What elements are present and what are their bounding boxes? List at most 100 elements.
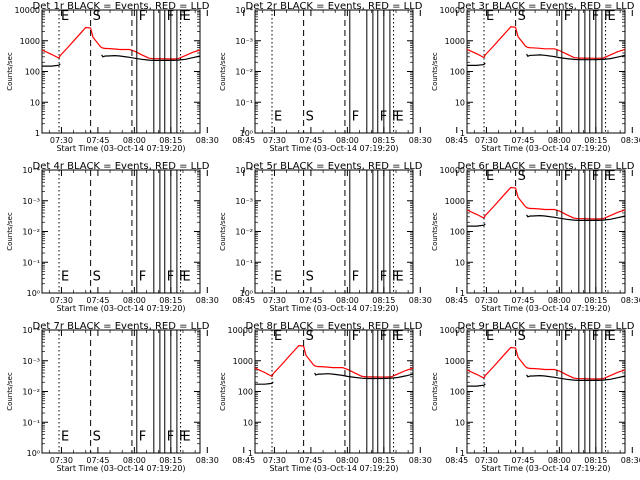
x-tick-label: 08:30 [196,136,219,145]
y-axis-label: Counts/sec [431,212,439,251]
y-tick-label: 10⁻¹ [235,258,253,267]
y-tick-label: 1000 [233,357,253,366]
marker-label: E [274,329,282,344]
x-tick-label: 08:45 [232,456,255,465]
marker-label: F [352,110,359,125]
y-axis-label: Counts/sec [6,52,14,91]
x-axis-label: Start Time (03-Oct-14 07:19:20) [269,304,398,313]
marker-label: S [518,169,526,184]
plot-frame [254,329,414,454]
x-tick-label: 08:15 [159,136,182,145]
x-tick-label: 07:45 [86,456,109,465]
y-tick-label: 10000 [15,6,40,15]
x-tick-label: 07:45 [511,136,534,145]
plot-frame [466,9,626,134]
x-tick-label: 07:30 [50,136,73,145]
y-tick-label: 10000 [440,326,465,335]
x-tick-label: 08:30 [409,456,432,465]
marker-label: F [352,270,359,285]
marker-label: E [608,9,616,24]
x-tick-label: 08:00 [123,456,146,465]
y-tick-label: 10⁻³ [22,197,40,206]
marker-label: F [139,9,146,24]
x-tick-label: 07:45 [86,136,109,145]
panel-title: Det 8r BLACK = Events, RED = LLD [246,321,423,332]
x-tick-label: 07:30 [50,456,73,465]
y-tick-label: 10⁰ [240,289,253,298]
y-tick-label: 10 [455,418,465,427]
x-tick-label: 08:30 [196,296,219,305]
panel-det-3: Det 3r BLACK = Events, RED = LLD 1 10 100 10… [431,1,640,153]
lld-series-line [466,346,626,380]
y-tick-label: 10 [30,98,40,107]
marker-label: E [486,169,494,184]
marker-label: F [564,329,571,344]
lld-series-line [466,26,626,59]
y-tick-label: 10⁻⁴ [22,166,40,175]
events-series-line [42,54,201,67]
y-tick-label: 1000 [445,37,465,46]
y-tick-label: 1000 [445,197,465,206]
x-tick-label: 07:30 [475,296,498,305]
y-tick-label: 10 [455,258,465,267]
x-tick-label: 08:30 [409,296,432,305]
x-tick-label: 07:45 [299,456,322,465]
y-axis-label: Counts/sec [6,372,14,411]
x-tick-label: 08:15 [584,136,607,145]
y-tick-label: 10⁻² [235,228,253,237]
x-tick-label: 07:45 [511,456,534,465]
y-tick-label: 1 [35,129,40,138]
marker-label: S [93,430,101,445]
x-tick-label: 08:30 [621,456,640,465]
marker-label: S [93,270,101,285]
marker-label: E [61,9,69,24]
panel-det-1: Det 1r BLACK = Events, RED = LLD 1 10 100 10… [6,1,255,153]
y-tick-label: 10⁻⁴ [235,6,253,15]
y-tick-label: 10 [455,98,465,107]
y-tick-label: 10⁻² [235,68,253,77]
marker-label: F [604,329,611,344]
y-tick-label: 100 [238,388,253,397]
events-series-line [467,374,626,387]
lld-series-line [41,26,201,60]
x-tick-label: 08:00 [548,296,571,305]
plot-frame [466,329,626,454]
x-tick-label: 08:00 [123,136,146,145]
y-tick-label: 10⁰ [27,289,40,298]
x-tick-label: 08:15 [372,136,395,145]
x-tick-label: 08:45 [232,296,255,305]
marker-label: S [518,329,526,344]
events-series-line [467,53,626,66]
y-axis-label: Counts/sec [431,52,439,91]
x-axis-label: Start Time (03-Oct-14 07:19:20) [481,144,610,153]
lld-series-line [466,186,626,220]
panel-det-8: Det 8r BLACK = Events, RED = LLD 1 10 100 10… [219,321,468,473]
plot-frame [466,169,626,294]
x-tick-label: 07:45 [86,296,109,305]
x-tick-label: 07:45 [299,136,322,145]
x-tick-label: 07:30 [263,136,286,145]
x-tick-label: 08:30 [409,136,432,145]
marker-label: F [352,329,359,344]
x-tick-label: 08:45 [232,136,255,145]
marker-label: S [306,329,314,344]
marker-label: F [179,9,186,24]
panel-title: Det 1r BLACK = Events, RED = LLD [33,1,210,12]
y-tick-label: 10⁻² [22,388,40,397]
marker-label: E [396,329,404,344]
x-tick-label: 08:15 [584,456,607,465]
x-axis-label: Start Time (03-Oct-14 07:19:20) [269,144,398,153]
y-tick-label: 10⁰ [240,129,253,138]
marker-label: E [61,430,69,445]
y-tick-label: 1 [248,449,253,458]
marker-label: E [608,329,616,344]
x-tick-label: 08:30 [621,296,640,305]
marker-label: F [392,110,399,125]
x-tick-label: 08:00 [123,296,146,305]
marker-label: S [93,9,101,24]
marker-label: F [139,270,146,285]
x-axis-label: Start Time (03-Oct-14 07:19:20) [56,304,185,313]
marker-label: E [486,9,494,24]
marker-label: F [392,329,399,344]
